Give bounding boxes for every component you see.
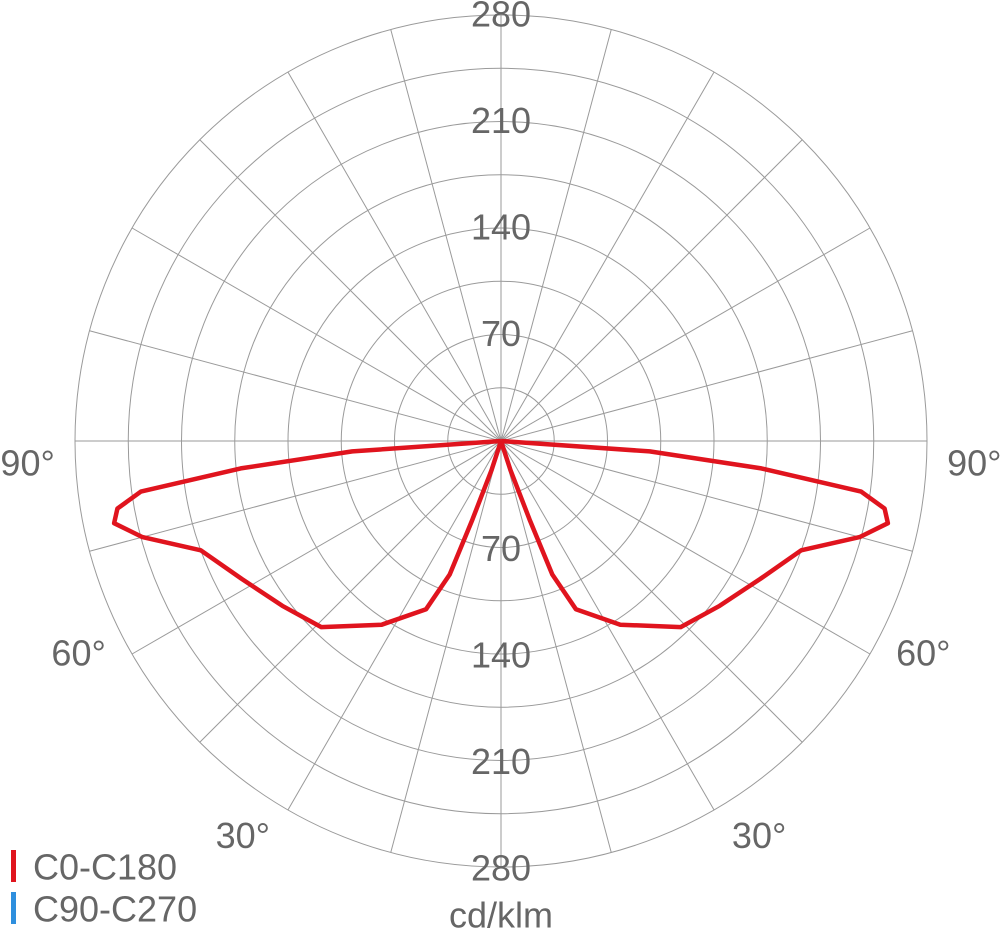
r-tick-label: 140 — [471, 635, 531, 676]
curves — [111, 438, 891, 630]
intensity-curve — [111, 438, 504, 630]
legend-label: C0-C180 — [33, 847, 177, 888]
legend-swatch — [11, 892, 16, 924]
theta-tick-label: 30° — [732, 815, 786, 856]
r-tick-label: 70 — [481, 528, 521, 569]
r-tick-label: 70 — [481, 313, 521, 354]
theta-tick-label: 30° — [216, 815, 270, 856]
theta-tick-label: 60° — [896, 633, 950, 674]
theta-tick-label: 60° — [51, 633, 105, 674]
r-tick-label: 210 — [471, 100, 531, 141]
r-tick-label: 280 — [471, 0, 531, 35]
intensity-curve — [498, 438, 891, 630]
theta-tick-label: 90° — [947, 442, 1001, 483]
legend-label: C90-C270 — [33, 889, 197, 930]
r-tick-label: 280 — [471, 848, 531, 889]
theta-tick-label: 90° — [0, 442, 54, 483]
unit-label: cd/klm — [449, 895, 553, 933]
legend-swatch — [11, 850, 16, 882]
r-tick-label: 210 — [471, 741, 531, 782]
r-tick-label: 140 — [471, 207, 531, 248]
